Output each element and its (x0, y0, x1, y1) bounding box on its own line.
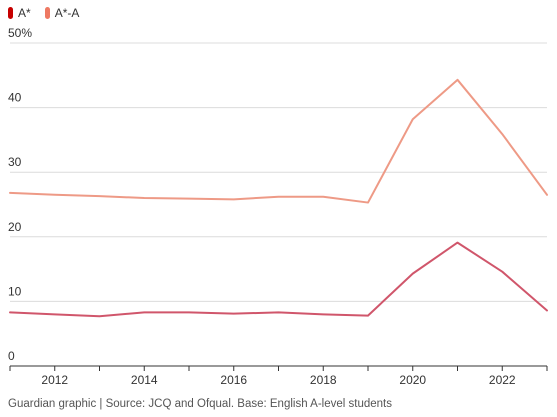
x-tick-label: 2014 (131, 373, 158, 387)
x-tick-label: 2016 (220, 373, 247, 387)
source-note: Guardian graphic | Source: JCQ and Ofqua… (8, 398, 392, 410)
legend-label-a-star: A* (18, 6, 31, 20)
legend-swatch-a-star-a (44, 7, 50, 19)
y-tick-label: 10 (8, 284, 22, 298)
legend-swatch-a-star (8, 7, 13, 19)
legend-label-a-star-a: A*-A (54, 6, 80, 20)
x-tick-label: 2020 (399, 373, 426, 387)
x-tick-label: 2022 (489, 373, 516, 387)
x-tick-label: 2012 (41, 373, 68, 387)
series-line-a-star (9, 241, 548, 318)
y-tick-label: 20 (8, 220, 22, 234)
x-tick-label: 2018 (310, 373, 337, 387)
series-line-a-star-a (9, 78, 548, 204)
legend-item-a-star-a: A*-A (44, 6, 80, 20)
y-tick-label: 0 (8, 349, 15, 363)
legend-item-a-star: A* (8, 6, 31, 20)
y-tick-label: 50% (8, 26, 32, 40)
legend: A* A*-A (8, 6, 79, 20)
y-tick-label: 40 (8, 91, 22, 105)
y-tick-label: 30 (8, 155, 22, 169)
